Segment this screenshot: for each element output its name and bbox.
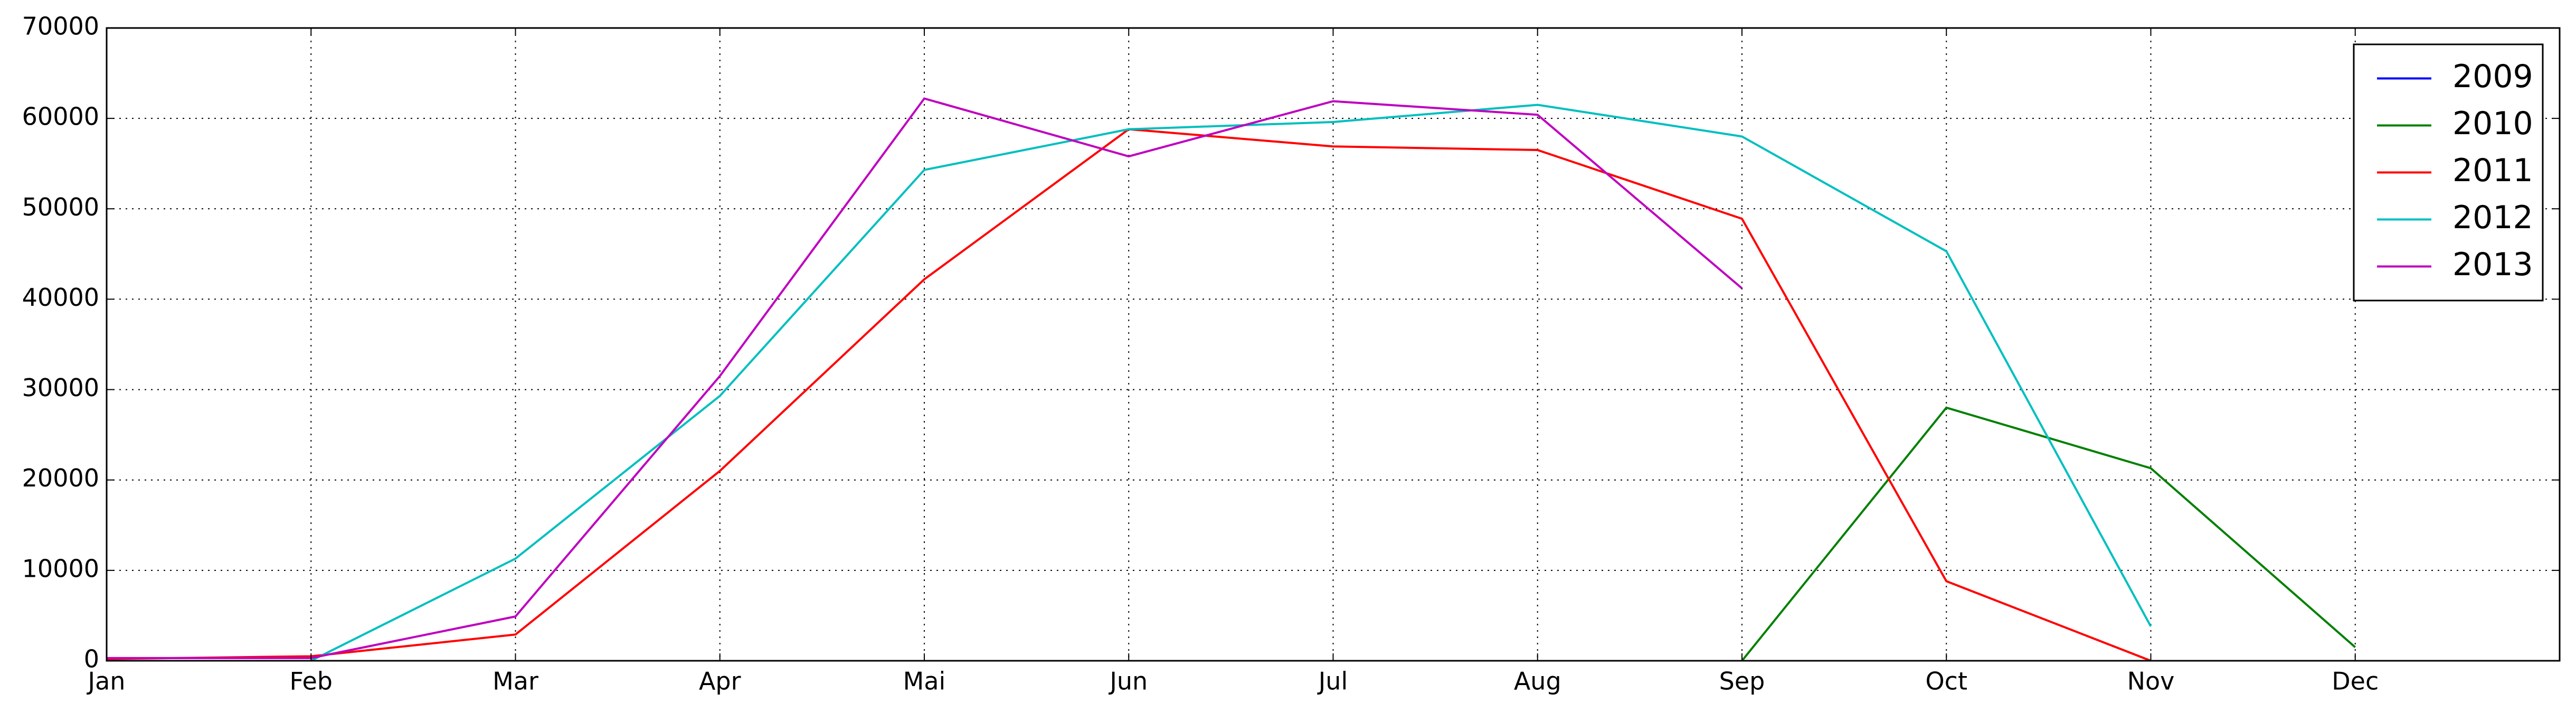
lines [106,97,2356,662]
x-tick-label: Sep [1719,667,1765,696]
x-tick-label: Dec [2332,667,2379,696]
x-tick-label: Jul [1317,667,1348,696]
grid [106,27,2560,661]
x-tick-label: Mai [903,667,946,696]
legend-label: 2013 [2452,246,2533,283]
legend: 2009 2010 2011 2012 2013 [2353,43,2544,302]
x-tick-label: Mar [493,667,538,696]
x-tick-label: Aug [1514,667,1561,696]
y-tick-label: 0 [84,645,99,673]
x-tick-label: Jun [1108,667,1148,696]
legend-label: 2011 [2452,152,2533,189]
series-line [1741,406,2356,662]
legend-label: 2012 [2452,199,2533,236]
y-tick-label: 40000 [22,283,99,312]
x-tick-label: Feb [290,667,333,696]
y-tick-label: 50000 [22,193,99,221]
legend-label: 2010 [2452,105,2533,142]
series-line [106,128,2152,662]
ticks: 0 10000 20000 30000 40000 50000 60000 70000 Jan F… [22,12,2560,696]
x-tick-label: Jan [87,667,126,696]
series-line [107,97,1743,659]
series-line [310,104,2152,662]
y-tick-label: 30000 [22,373,99,402]
y-tick-label: 60000 [22,102,99,131]
y-tick-label: 20000 [22,464,99,492]
x-tick-label: Nov [2127,667,2175,696]
y-tick-label: 10000 [22,554,99,583]
y-tick-label: 70000 [22,12,99,41]
x-tick-label: Oct [1925,667,1967,696]
x-tick-label: Apr [699,667,741,696]
legend-label: 2009 [2452,58,2533,95]
